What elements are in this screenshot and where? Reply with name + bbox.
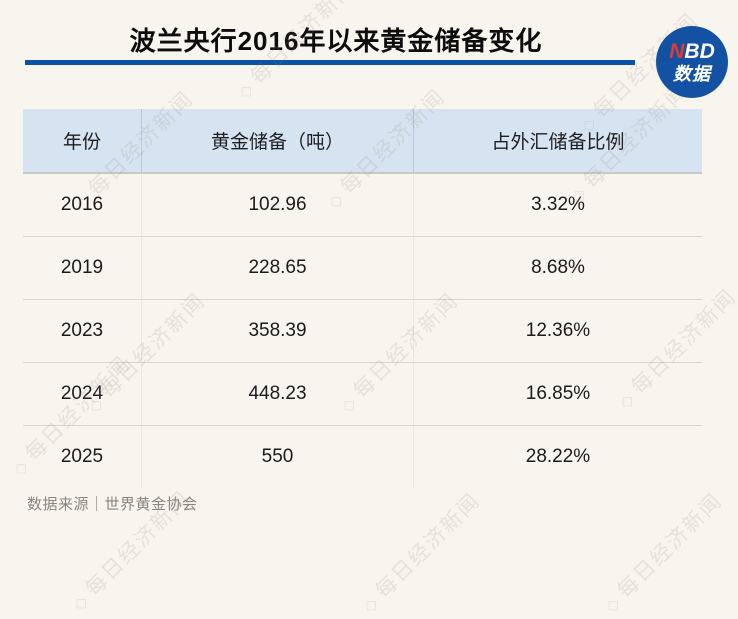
table-row: 2016 102.96 3.32%	[23, 174, 702, 236]
cell-fx-share: 28.22%	[413, 426, 702, 488]
data-source-label: 数据来源｜世界黄金协会	[27, 496, 198, 513]
watermark: ◇每日经济新闻	[596, 486, 729, 619]
cell-year: 2016	[60, 194, 104, 215]
cell-year: 2024	[60, 383, 104, 404]
cell-reserves: 550	[141, 426, 413, 488]
nbd-diamond-icon: ◇	[359, 592, 384, 617]
nbd-diamond-icon: ◇	[601, 592, 626, 617]
column-header-year: 年份	[62, 132, 101, 153]
nbd-logo-sub-label: 数据	[673, 64, 711, 84]
column-header-reserves: 黄金储备（吨）	[141, 109, 413, 172]
cell-year: 2019	[60, 257, 104, 278]
table-row: 2019 228.65 8.68%	[23, 236, 702, 299]
nbd-data-logo: NBD 数据	[656, 26, 728, 98]
nbd-diamond-icon: ◇	[69, 590, 94, 615]
cell-fx-share: 3.32%	[413, 174, 702, 236]
cell-reserves: 102.96	[141, 174, 413, 236]
table-header-row: 年份 黄金储备（吨） 占外汇储备比例	[23, 109, 702, 174]
cell-reserves: 358.39	[141, 300, 413, 362]
cell-year: 2023	[60, 320, 104, 341]
nbd-letters-bd: BD	[684, 40, 715, 63]
nbd-letter-n: N	[669, 40, 685, 63]
table-row: 2023 358.39 12.36%	[23, 299, 702, 362]
nbd-diamond-icon: ◇	[234, 78, 259, 103]
cell-reserves: 448.23	[141, 363, 413, 425]
page-title: 波兰央行2016年以来黄金储备变化	[129, 26, 543, 56]
gold-reserve-table: 年份 黄金储备（吨） 占外汇储备比例 2016 102.96 3.32% 201…	[23, 109, 702, 488]
column-header-fx-share: 占外汇储备比例	[413, 109, 702, 172]
title-underline	[25, 60, 635, 65]
cell-fx-share: 8.68%	[413, 237, 702, 299]
watermark-text: 每日经济新闻	[371, 489, 486, 603]
table-row: 2024 448.23 16.85%	[23, 362, 702, 425]
table-row: 2025 550 28.22%	[23, 425, 702, 488]
cell-fx-share: 12.36%	[413, 300, 702, 362]
infographic-page: { "page": { "background_color": "#f8f4ee…	[9, 0, 738, 617]
cell-year: 2025	[60, 446, 104, 467]
nbd-logo-text: NBD	[669, 41, 715, 62]
cell-fx-share: 16.85%	[413, 363, 702, 425]
watermark-text: 每日经济新闻	[613, 489, 728, 603]
watermark: ◇每日经济新闻	[354, 486, 487, 619]
cell-reserves: 228.65	[141, 237, 413, 299]
